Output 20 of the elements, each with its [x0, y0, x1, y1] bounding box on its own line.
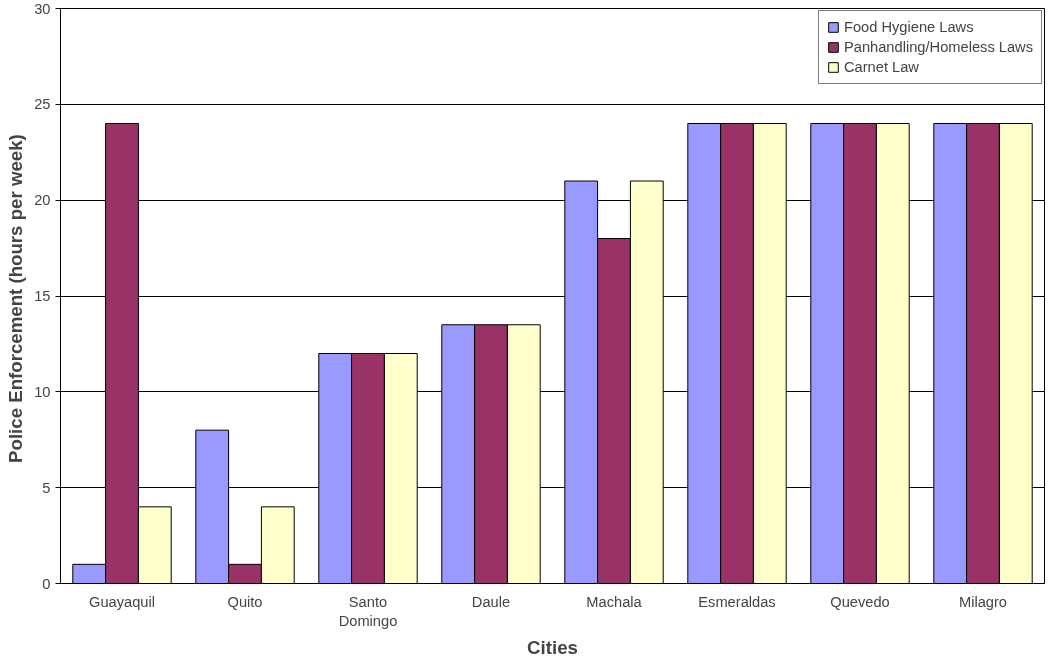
legend-label: Food Hygiene Laws [843, 19, 974, 35]
y-tick-label: 10 [34, 383, 51, 400]
y-tick-label: 15 [34, 288, 51, 304]
y-tick-label: 0 [42, 575, 51, 592]
x-tick-label: Daule [471, 593, 511, 610]
x-axis-title: Cities [527, 636, 578, 658]
y-tick-label: 30 [34, 0, 51, 17]
x-tick-label: Santo Domingo [338, 593, 398, 629]
y-tick-label: 25 [34, 96, 51, 113]
x-tick-label: Machala [586, 593, 643, 610]
x-tick-label: Milagro [958, 593, 1008, 610]
x-tick-label: Quevedo [830, 593, 890, 610]
x-tick-label: Esmeraldas [698, 593, 776, 610]
y-tick-label: 5 [42, 479, 51, 496]
legend-label: Panhandling/Homeless Laws [843, 39, 1033, 55]
y-axis-title: Police Enforcement (hours per week) [5, 134, 27, 463]
y-tick-label: 20 [34, 192, 51, 209]
x-tick-label: Guayaquil [89, 593, 155, 610]
legend-label: Carnet Law [843, 59, 919, 75]
x-tick-label: Quito [227, 593, 263, 610]
